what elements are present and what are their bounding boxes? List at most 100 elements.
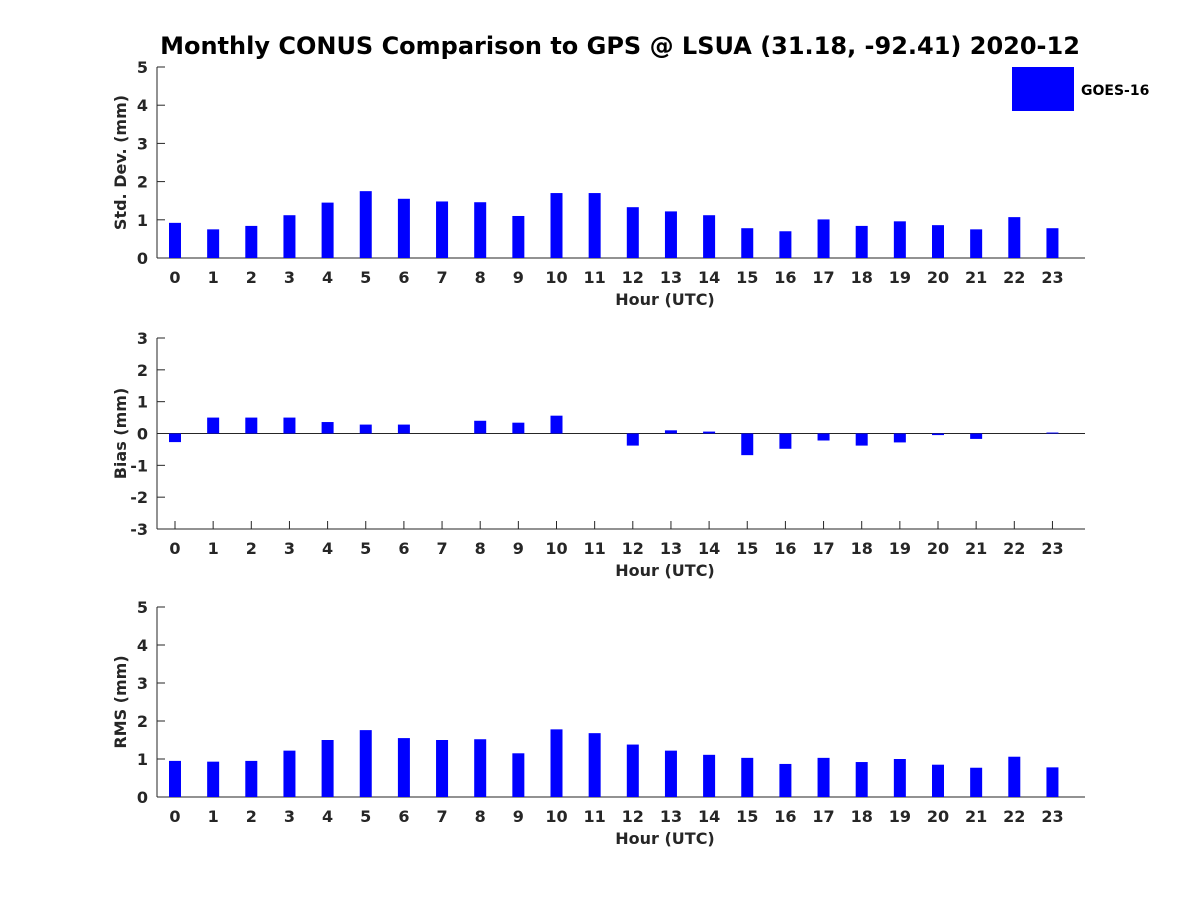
x-tick-label: 5 bbox=[360, 807, 371, 826]
bar-hour-21 bbox=[970, 767, 983, 797]
bar-hour-14 bbox=[703, 215, 716, 258]
x-tick-label: 21 bbox=[965, 268, 987, 287]
bar-hour-6 bbox=[397, 738, 410, 797]
y-axis-label: Std. Dev. (mm) bbox=[111, 95, 130, 230]
bar-hour-12 bbox=[626, 433, 639, 446]
bar-hour-2 bbox=[245, 760, 258, 797]
bar-hour-14 bbox=[703, 431, 716, 434]
bar-hour-10 bbox=[550, 415, 563, 434]
x-tick-label: 7 bbox=[436, 539, 447, 558]
x-tick-label: 2 bbox=[246, 807, 257, 826]
x-tick-label: 15 bbox=[736, 539, 758, 558]
x-tick-label: 18 bbox=[851, 807, 873, 826]
bar-hour-23 bbox=[1046, 228, 1059, 258]
bar-hour-22 bbox=[1008, 756, 1021, 797]
x-tick-label: 2 bbox=[246, 539, 257, 558]
bar-hour-19 bbox=[893, 221, 906, 258]
x-tick-label: 22 bbox=[1003, 807, 1025, 826]
bar-hour-5 bbox=[359, 191, 372, 258]
y-tick-label: -1 bbox=[130, 456, 148, 475]
y-tick-label: 3 bbox=[137, 329, 148, 348]
x-tick-label: 0 bbox=[169, 539, 180, 558]
y-tick-label: 1 bbox=[137, 393, 148, 412]
x-tick-label: 13 bbox=[660, 268, 682, 287]
bar-hour-13 bbox=[664, 211, 677, 258]
bar-hour-9 bbox=[512, 422, 525, 434]
x-tick-label: 4 bbox=[322, 807, 333, 826]
y-tick-label: 0 bbox=[137, 788, 148, 807]
y-tick-label: -3 bbox=[130, 520, 148, 539]
x-tick-label: 4 bbox=[322, 268, 333, 287]
bar-hour-20 bbox=[932, 764, 944, 797]
x-tick-label: 1 bbox=[208, 268, 219, 287]
x-tick-label: 7 bbox=[436, 807, 447, 826]
x-tick-label: 11 bbox=[584, 807, 606, 826]
bar-hour-3 bbox=[283, 750, 296, 797]
x-tick-label: 2 bbox=[246, 268, 257, 287]
x-tick-label: 9 bbox=[513, 539, 524, 558]
bar-hour-16 bbox=[779, 763, 792, 797]
bar-hour-13 bbox=[664, 750, 677, 797]
x-tick-label: 16 bbox=[774, 807, 796, 826]
y-tick-label: 2 bbox=[137, 712, 148, 731]
bar-hour-5 bbox=[359, 730, 372, 797]
x-tick-label: 10 bbox=[545, 807, 567, 826]
x-tick-label: 4 bbox=[322, 539, 333, 558]
bar-hour-15 bbox=[741, 228, 754, 258]
bar-hour-5 bbox=[359, 424, 372, 434]
x-tick-label: 0 bbox=[169, 807, 180, 826]
bar-hour-10 bbox=[550, 193, 563, 258]
bar-hour-18 bbox=[855, 762, 868, 797]
x-axis-label: Hour (UTC) bbox=[615, 290, 715, 309]
x-tick-label: 0 bbox=[169, 268, 180, 287]
x-axis-label: Hour (UTC) bbox=[615, 829, 715, 848]
bar-hour-0 bbox=[169, 222, 181, 258]
x-tick-label: 11 bbox=[584, 268, 606, 287]
bar-hour-21 bbox=[970, 433, 983, 439]
bar-hour-0 bbox=[169, 433, 181, 443]
bar-hour-7 bbox=[436, 740, 449, 797]
bar-hour-14 bbox=[703, 754, 716, 797]
bar-hour-4 bbox=[321, 202, 334, 258]
bar-hour-11 bbox=[588, 193, 601, 258]
x-tick-label: 21 bbox=[965, 539, 987, 558]
bar-hour-4 bbox=[321, 422, 334, 434]
y-tick-label: 3 bbox=[137, 674, 148, 693]
x-tick-label: 10 bbox=[545, 268, 567, 287]
bar-hour-4 bbox=[321, 740, 334, 797]
bar-hour-3 bbox=[283, 417, 296, 434]
x-tick-label: 5 bbox=[360, 268, 371, 287]
y-axis-label: Bias (mm) bbox=[111, 388, 130, 480]
x-tick-label: 6 bbox=[398, 539, 409, 558]
bar-hour-21 bbox=[970, 229, 983, 258]
x-tick-label: 20 bbox=[927, 268, 949, 287]
y-tick-label: 3 bbox=[137, 134, 148, 153]
bar-hour-23 bbox=[1046, 432, 1059, 434]
bar-hour-20 bbox=[932, 225, 944, 258]
bar-hour-13 bbox=[664, 430, 677, 434]
x-tick-label: 16 bbox=[774, 539, 796, 558]
bar-hour-15 bbox=[741, 433, 754, 456]
x-tick-label: 12 bbox=[622, 807, 644, 826]
x-tick-label: 14 bbox=[698, 539, 720, 558]
bar-hour-22 bbox=[1008, 217, 1021, 258]
x-tick-label: 3 bbox=[284, 807, 295, 826]
bar-hour-2 bbox=[245, 225, 258, 258]
x-tick-label: 23 bbox=[1041, 807, 1063, 826]
bar-hour-1 bbox=[207, 229, 220, 258]
x-tick-label: 21 bbox=[965, 807, 987, 826]
x-tick-label: 15 bbox=[736, 807, 758, 826]
bar-hour-12 bbox=[626, 207, 639, 258]
x-tick-label: 1 bbox=[208, 539, 219, 558]
x-tick-label: 9 bbox=[513, 807, 524, 826]
y-tick-label: 1 bbox=[137, 211, 148, 230]
bar-hour-0 bbox=[169, 760, 181, 797]
chart-title: Monthly CONUS Comparison to GPS @ LSUA (… bbox=[160, 32, 1080, 60]
bar-hour-20 bbox=[932, 433, 944, 436]
y-tick-label: 2 bbox=[137, 361, 148, 380]
x-tick-label: 3 bbox=[284, 539, 295, 558]
